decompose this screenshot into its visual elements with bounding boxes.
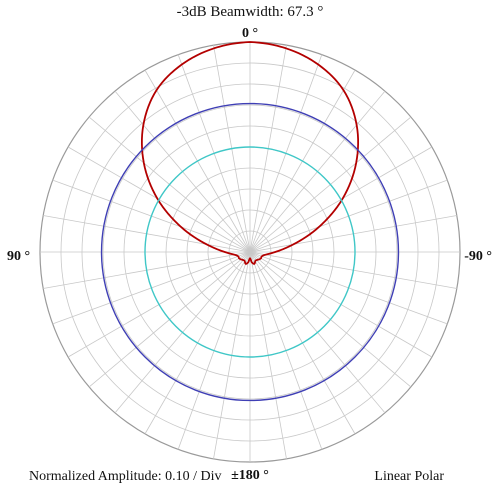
- angle-label-bottom: ±180 °: [231, 468, 269, 483]
- pattern-trace: [140, 41, 360, 265]
- angular-grid: [40, 42, 460, 462]
- angle-label-top: 0 °: [241, 26, 259, 41]
- angle-label-right: -90 °: [464, 249, 492, 264]
- radial-scale-note: Normalized Amplitude: 0.10 / Div: [29, 469, 222, 484]
- series-layer: [100, 41, 400, 402]
- plot-mode-label: Linear Polar: [374, 469, 444, 484]
- reference-circle: [100, 102, 400, 402]
- reference-circle: [144, 146, 356, 358]
- angle-label-left: 90 °: [7, 249, 31, 264]
- chart-title: -3dB Beamwidth: 67.3 °: [176, 4, 324, 20]
